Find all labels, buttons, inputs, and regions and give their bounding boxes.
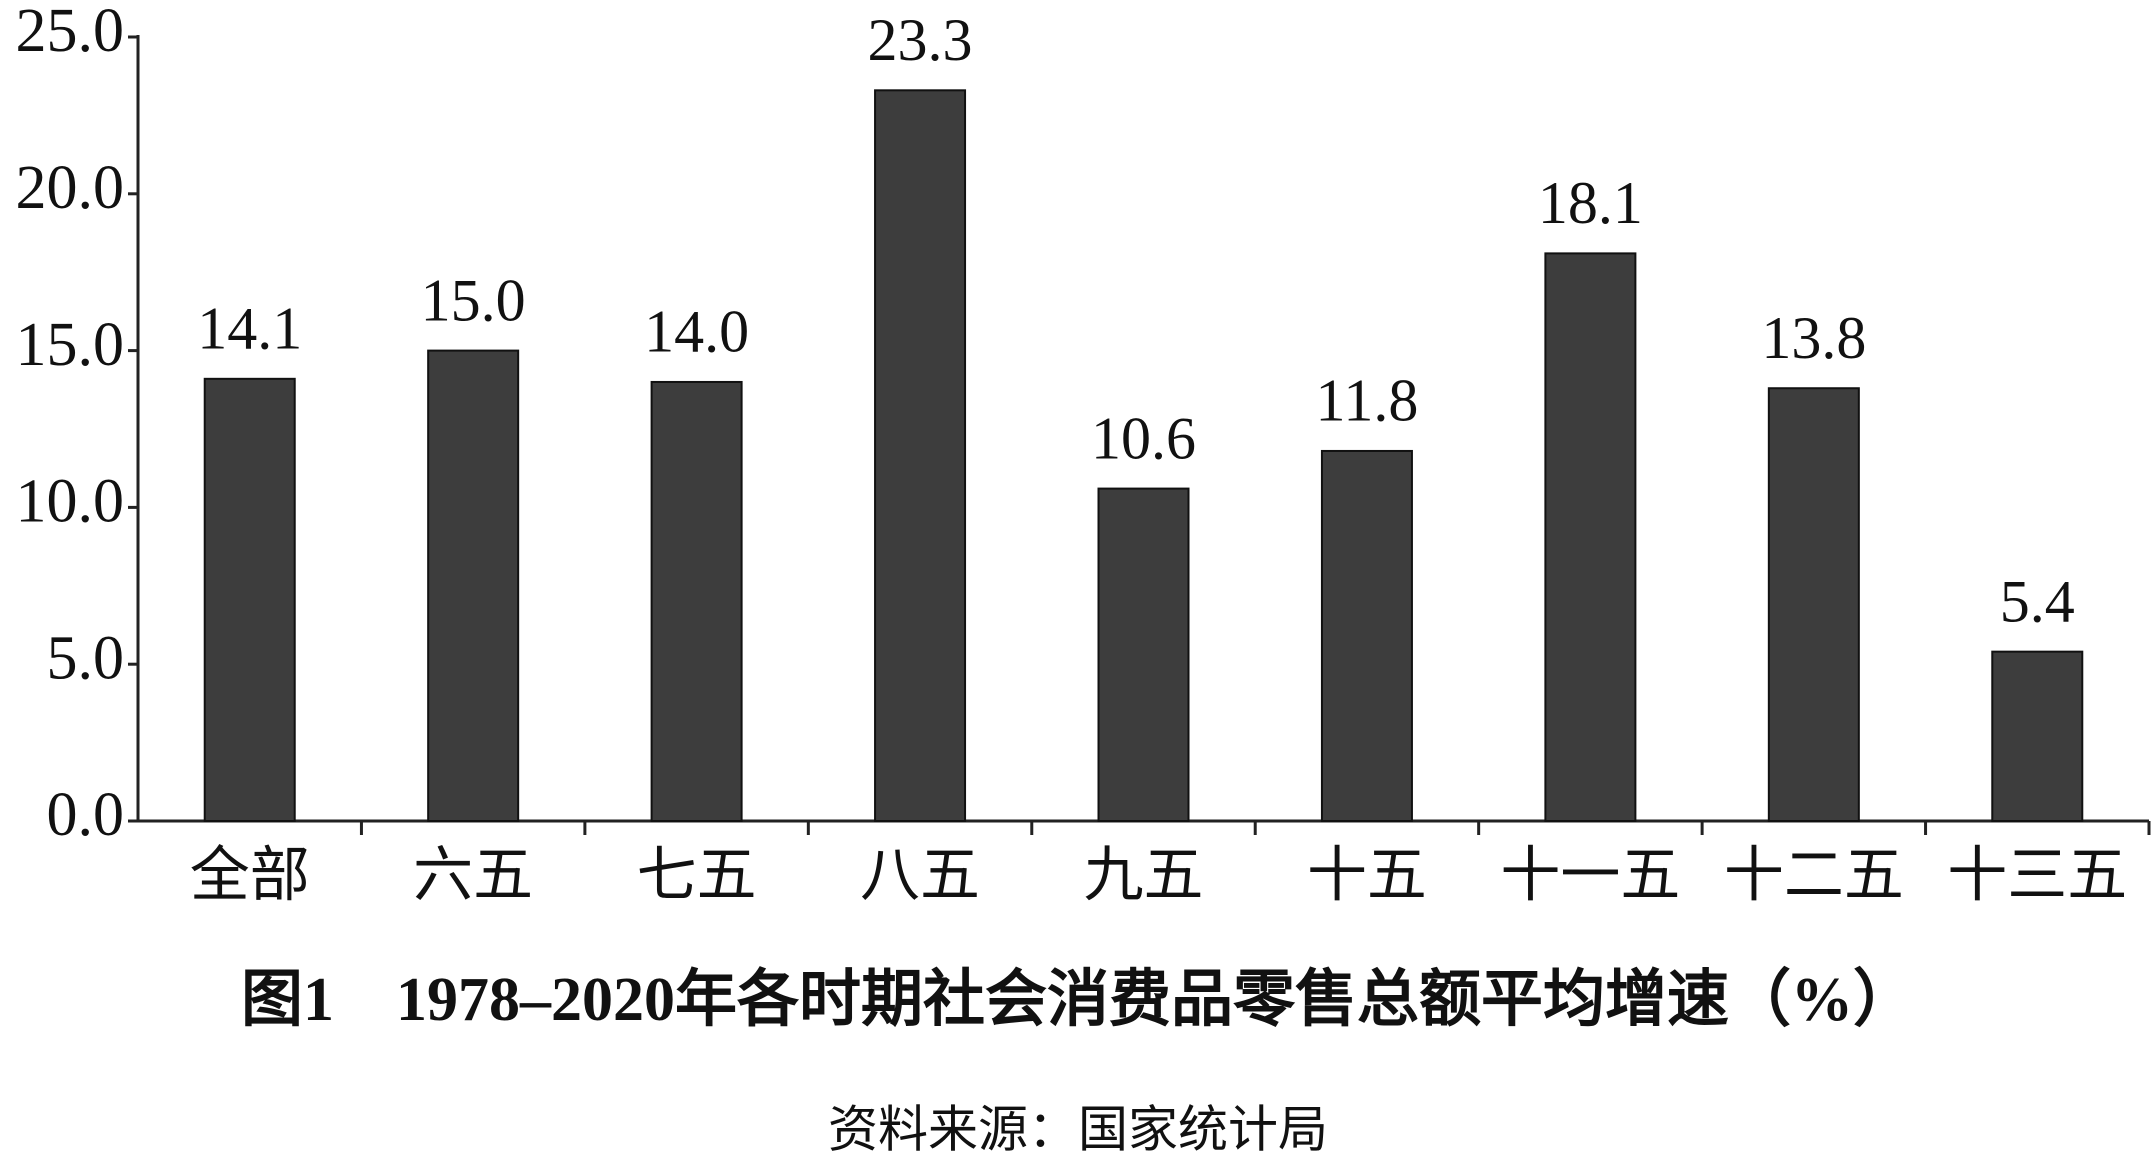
bar xyxy=(203,377,296,822)
value-label: 23.3 xyxy=(868,7,973,73)
x-tick-label: 七五 xyxy=(637,841,757,911)
bar xyxy=(427,349,520,822)
bar xyxy=(1320,449,1413,822)
x-tick-label: 全部 xyxy=(190,841,310,911)
value-label: 11.8 xyxy=(1316,368,1419,434)
x-tick-label: 十二五 xyxy=(1724,841,1904,911)
x-tick-label: 十三五 xyxy=(1947,841,2127,911)
x-tick-label: 十一五 xyxy=(1500,841,1680,911)
y-tick-label: 5.0 xyxy=(47,624,125,692)
source-note: 资料来源：国家统计局 xyxy=(828,1101,1328,1159)
x-tick-label: 九五 xyxy=(1084,841,1204,911)
value-label: 10.6 xyxy=(1091,405,1196,471)
value-label: 13.8 xyxy=(1761,305,1866,371)
y-tick-label: 15.0 xyxy=(16,311,125,379)
y-tick-label: 10.0 xyxy=(16,468,125,536)
bar xyxy=(1097,487,1190,822)
x-tick-label: 十五 xyxy=(1307,841,1427,911)
value-label: 14.1 xyxy=(197,296,302,362)
bar xyxy=(650,380,743,822)
value-label: 5.4 xyxy=(2000,568,2075,634)
bar xyxy=(874,89,967,822)
chart-title: 图1 1978–2020年各时期社会消费品零售总额平均增速（%） xyxy=(241,964,1915,1034)
value-label: 18.1 xyxy=(1538,170,1643,236)
bar xyxy=(1991,650,2084,822)
bar xyxy=(1767,387,1860,822)
value-label: 14.0 xyxy=(644,299,749,365)
x-tick-label: 八五 xyxy=(860,841,980,911)
y-tick-label: 20.0 xyxy=(16,154,125,222)
y-tick-label: 25.0 xyxy=(16,0,125,65)
value-label: 15.0 xyxy=(421,267,526,333)
x-tick-label: 六五 xyxy=(413,841,533,911)
bar xyxy=(1544,252,1637,823)
y-tick-label: 0.0 xyxy=(47,781,125,849)
